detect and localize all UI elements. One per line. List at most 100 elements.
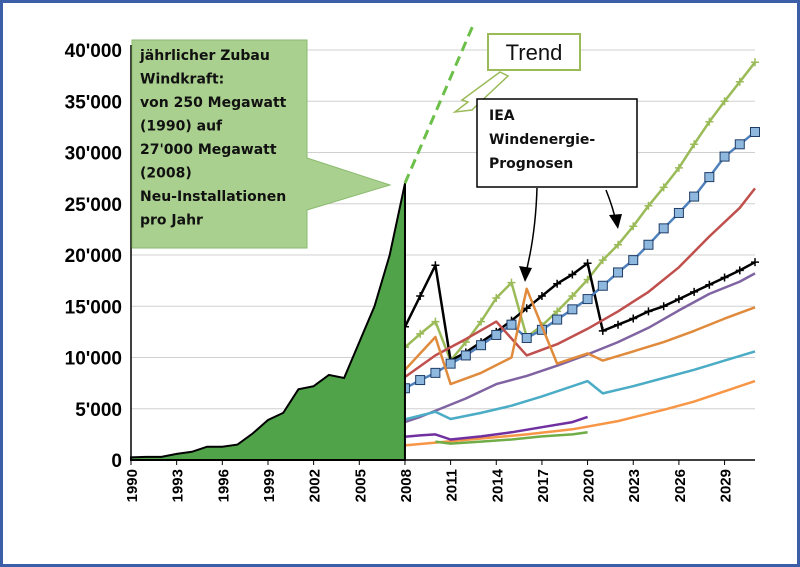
x-tick-label: 1993 xyxy=(170,469,187,502)
data-point xyxy=(705,117,714,126)
y-tick-label: 30'000 xyxy=(65,144,122,165)
annotation-line: Neu-Installationen xyxy=(140,189,286,205)
iea-arrow-head xyxy=(519,266,532,282)
data-point xyxy=(750,127,760,137)
annotation-line: jährlicher Zubau xyxy=(139,48,270,64)
data-point xyxy=(629,314,638,323)
data-point xyxy=(659,302,668,311)
data-point xyxy=(704,172,715,183)
data-point xyxy=(659,183,668,192)
data-point xyxy=(658,223,669,234)
historical-area-fill xyxy=(130,183,406,461)
x-tick-label: 2008 xyxy=(398,469,415,502)
historical-area xyxy=(130,23,475,461)
series-2 xyxy=(384,127,760,399)
annotation-line: pro Jahr xyxy=(140,213,203,229)
data-point xyxy=(460,350,471,361)
series-9 xyxy=(435,431,588,445)
data-point xyxy=(597,280,608,291)
x-tick-label: 2020 xyxy=(581,469,598,502)
data-point xyxy=(690,287,699,296)
series-line xyxy=(328,287,756,410)
data-point xyxy=(582,294,593,305)
iea-arrow-head xyxy=(609,214,622,229)
data-point xyxy=(521,333,532,344)
data-point xyxy=(568,292,577,300)
y-tick-label: 15'000 xyxy=(65,297,122,318)
data-point xyxy=(735,266,744,275)
data-point xyxy=(598,326,607,335)
data-point xyxy=(537,292,546,300)
data-point xyxy=(674,163,683,172)
data-point xyxy=(598,256,607,265)
x-tick-label: 1996 xyxy=(215,469,232,502)
trend-arrow xyxy=(452,71,510,114)
data-point xyxy=(416,292,425,300)
x-tick-label: 2023 xyxy=(626,469,643,502)
data-point xyxy=(507,278,516,287)
x-tick-label: 1990 xyxy=(124,469,141,502)
series-7 xyxy=(389,379,756,448)
data-point xyxy=(720,97,729,106)
y-tick-label: 10'000 xyxy=(65,349,122,370)
x-tick-label: 2005 xyxy=(352,469,369,502)
x-axis-ticks: 1990 1993 1996 1999 2002 2005 2008 2011 2014 2017… xyxy=(124,460,735,502)
iea-label-line: Prognosen xyxy=(489,156,573,172)
data-point xyxy=(567,304,578,315)
y-tick-label: 20'000 xyxy=(65,246,122,267)
data-point xyxy=(431,261,440,270)
data-point xyxy=(568,270,577,279)
data-point xyxy=(689,191,700,202)
data-point xyxy=(735,77,744,86)
data-point xyxy=(734,139,745,150)
trend-line xyxy=(403,23,475,184)
annotation-line: von 250 Megawatt xyxy=(140,95,287,111)
data-point xyxy=(445,358,456,369)
x-tick-label: 1999 xyxy=(261,469,278,502)
annotation-line: (1990) auf xyxy=(140,119,223,135)
x-tick-label: 2026 xyxy=(672,469,689,502)
data-point xyxy=(644,307,653,316)
data-point xyxy=(719,151,730,162)
data-point xyxy=(674,295,683,304)
x-tick-label: 2014 xyxy=(489,468,506,502)
data-point xyxy=(673,207,684,218)
annotation-line: (2008) xyxy=(140,166,192,182)
iea-arrow-line xyxy=(524,187,538,277)
data-point xyxy=(522,304,531,313)
data-point xyxy=(476,340,487,351)
x-tick-label: 2017 xyxy=(535,469,552,502)
data-point xyxy=(751,58,759,67)
y-tick-label: 40'000 xyxy=(65,41,122,62)
annotation-callout xyxy=(131,39,392,249)
data-point xyxy=(628,255,639,266)
y-axis-ticks: 0 5'000 10'000 15'000 20'000 25'000 30'000 35'0… xyxy=(65,41,122,472)
series-5 xyxy=(328,287,756,410)
data-point xyxy=(643,239,654,250)
axes xyxy=(130,45,755,461)
data-point xyxy=(751,258,759,267)
annotation-line: 27'000 Megawatt xyxy=(140,142,277,158)
iea-box xyxy=(476,98,638,188)
data-point xyxy=(492,294,501,303)
series-line xyxy=(435,431,588,445)
data-point xyxy=(629,222,638,231)
series-line xyxy=(343,61,756,401)
y-tick-label: 5'000 xyxy=(75,400,122,421)
data-point xyxy=(614,240,623,249)
data-point xyxy=(506,319,517,330)
data-point xyxy=(553,279,562,288)
data-point xyxy=(431,317,440,326)
data-point xyxy=(416,329,425,338)
y-tick-label: 0 xyxy=(111,451,122,472)
iea-label-line: IEA xyxy=(489,108,515,124)
iea-label-line: Windenergie- xyxy=(489,132,595,148)
data-point xyxy=(583,259,592,268)
x-tick-label: 2002 xyxy=(307,469,324,502)
y-tick-label: 35'000 xyxy=(65,92,122,113)
data-point xyxy=(430,367,441,378)
x-tick-label: 2029 xyxy=(718,469,735,502)
data-point xyxy=(491,329,502,340)
forecast-series xyxy=(206,58,760,457)
data-point xyxy=(477,317,486,326)
